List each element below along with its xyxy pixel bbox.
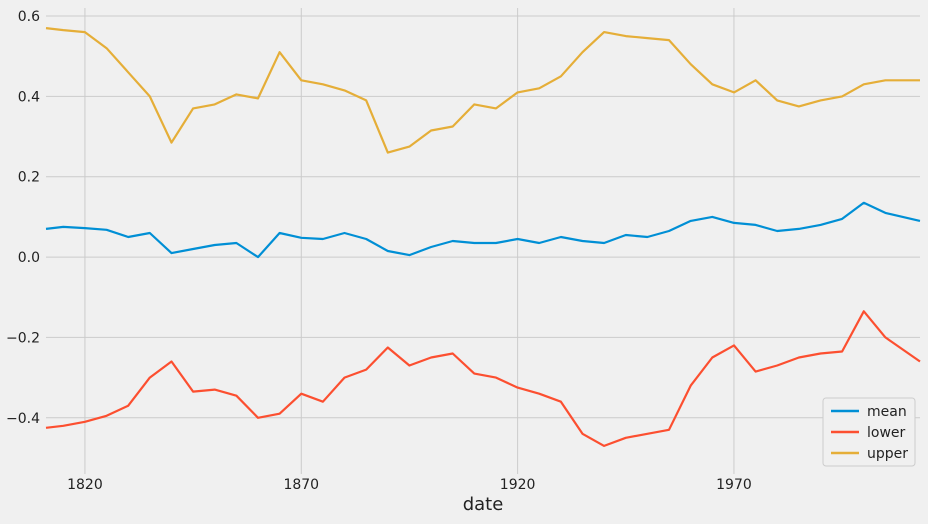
y-tick-label: −0.4 (6, 411, 40, 427)
x-tick-label: 1970 (716, 477, 752, 493)
tick-labels: −0.4 −0.2 0.0 0.2 0.4 0.6 1820 1870 1920 1970 (6, 9, 752, 493)
legend-label-upper: upper (867, 446, 908, 462)
legend: mean lower upper (822, 397, 916, 467)
legend-label-lower: lower (867, 425, 906, 441)
series-line-lower (45, 310, 921, 447)
x-axis-label: date (463, 494, 504, 515)
grid (46, 8, 920, 474)
legend-box (822, 397, 916, 467)
x-tick-label: 1920 (500, 477, 536, 493)
x-tick-label: 1870 (283, 477, 319, 493)
series-lines (45, 27, 921, 447)
x-tick-label: 1820 (67, 477, 103, 493)
y-tick-label: 0.0 (18, 250, 40, 266)
legend-label-mean: mean (867, 404, 907, 420)
y-tick-label: −0.2 (6, 330, 40, 346)
series-line-mean (45, 201, 921, 259)
y-tick-label: 0.4 (18, 89, 40, 105)
series-line-upper (45, 27, 920, 154)
y-tick-label: 0.6 (18, 9, 40, 25)
y-tick-label: 0.2 (18, 170, 40, 186)
